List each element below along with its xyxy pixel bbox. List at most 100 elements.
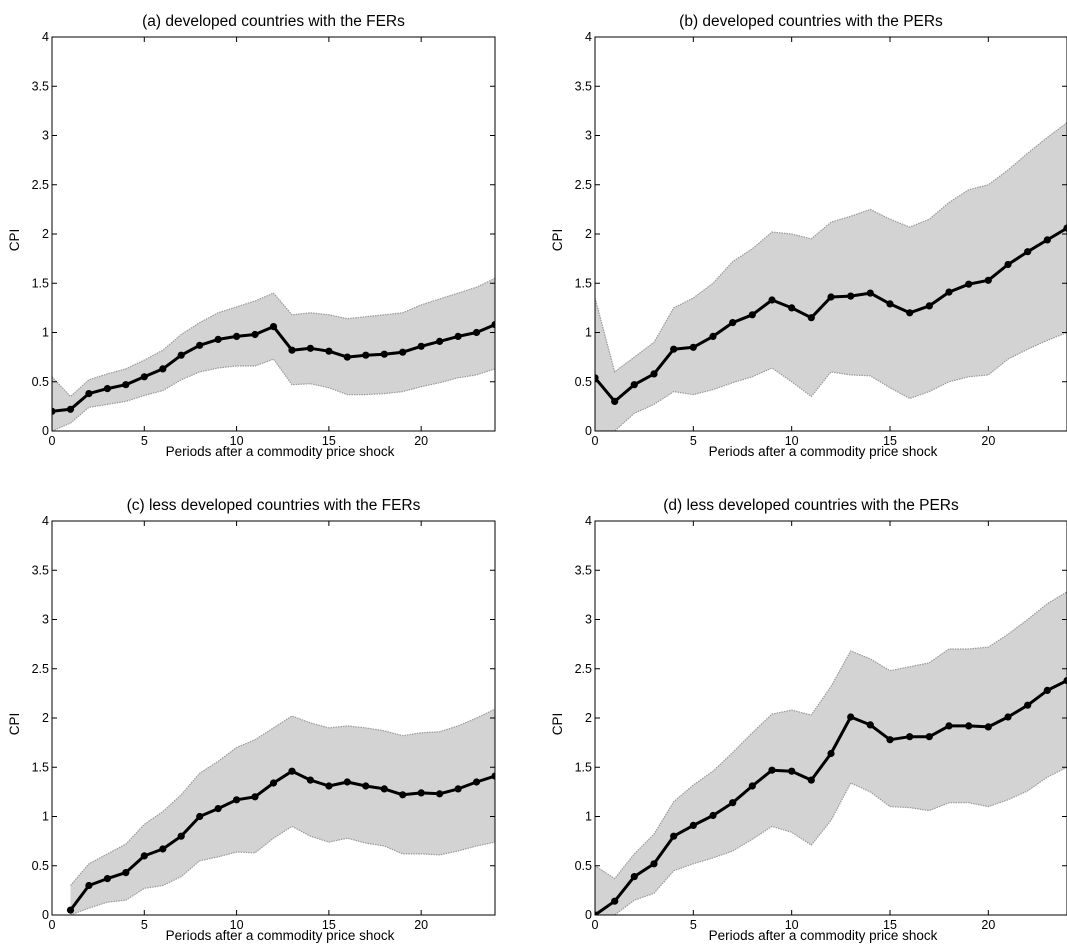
upper-bound-line	[595, 122, 1067, 373]
estimate-point	[491, 772, 495, 780]
estimate-point	[177, 351, 185, 359]
estimate-point	[399, 791, 407, 799]
estimate-point	[325, 347, 333, 355]
estimate-point	[866, 721, 874, 729]
panel-b: (b) developed countries with the PERs Pe…	[550, 13, 1067, 459]
estimate-point	[847, 713, 855, 721]
estimate-point	[177, 832, 185, 840]
estimate-point	[595, 374, 599, 382]
estimate-point	[807, 314, 815, 322]
y-tick-label: 0.5	[575, 859, 592, 873]
estimate-point	[103, 875, 111, 883]
y-tick-label: 0.5	[575, 375, 592, 389]
panel-title: (a) developed countries with the FERs	[142, 13, 405, 30]
estimate-point	[748, 782, 756, 790]
estimate-point	[611, 897, 619, 905]
y-tick-label: 0.5	[32, 375, 49, 389]
upper-bound-line	[595, 591, 1067, 880]
estimate-point	[1043, 236, 1051, 244]
x-tick-label: 0	[49, 918, 56, 932]
y-tick-label: 1	[42, 810, 49, 824]
estimate-point	[689, 821, 697, 830]
estimate-point	[788, 767, 796, 775]
estimate-point	[233, 332, 241, 340]
plot-area	[595, 122, 1067, 431]
estimate-point	[436, 337, 444, 345]
estimate-point	[827, 293, 835, 301]
lower-bound-line	[595, 766, 1067, 915]
y-tick-label: 0.5	[32, 859, 49, 873]
estimate-point	[380, 350, 388, 358]
estimate-point	[380, 785, 388, 793]
panel-title: (d) less developed countries with the PE…	[663, 497, 959, 514]
estimate-point	[965, 722, 973, 730]
upper-bound-line	[70, 708, 495, 886]
estimate-point	[288, 346, 296, 354]
x-tick-label: 20	[981, 918, 995, 932]
estimate-point	[1004, 713, 1012, 721]
y-tick-label: 1.5	[32, 760, 49, 774]
x-axis-label: Periods after a commodity price shock	[709, 444, 938, 459]
estimate-point	[122, 381, 130, 389]
estimate-point	[611, 397, 619, 405]
estimate-point	[984, 276, 992, 284]
confidence-band	[70, 709, 495, 915]
estimate-point	[670, 832, 678, 840]
estimate-point	[906, 733, 914, 741]
x-tick-label: 10	[230, 434, 244, 448]
lower-bound-line	[52, 358, 495, 431]
x-axis-label: Periods after a commodity price shock	[709, 928, 938, 943]
y-tick-label: 3	[42, 613, 49, 627]
y-tick-label: 3	[585, 613, 592, 627]
estimate-point	[196, 812, 204, 821]
estimate-point	[306, 776, 314, 784]
estimate-point	[689, 343, 697, 351]
estimate-point	[945, 288, 953, 296]
estimate-point	[269, 779, 278, 787]
confidence-band	[595, 122, 1067, 431]
estimate-point	[214, 335, 222, 343]
y-tick-label: 0	[42, 424, 49, 438]
estimate-point	[709, 332, 717, 340]
estimate-point	[85, 881, 93, 890]
estimate-point	[906, 309, 914, 317]
y-tick-label: 1.5	[32, 276, 49, 290]
x-tick-label: 0	[592, 918, 599, 932]
lower-bound-line	[595, 331, 1067, 431]
y-tick-label: 3	[42, 129, 49, 143]
estimate-point	[66, 906, 75, 914]
panel-a: (a) developed countries with the FERs Pe…	[7, 13, 496, 459]
estimate-point	[1024, 248, 1032, 256]
estimate-point	[306, 344, 314, 352]
x-tick-label: 5	[141, 918, 148, 932]
y-tick-label: 3.5	[575, 79, 592, 93]
x-tick-label: 0	[49, 434, 56, 448]
x-tick-label: 15	[883, 434, 897, 448]
estimate-point	[122, 869, 130, 877]
x-axis-label: Periods after a commodity price shock	[166, 444, 395, 459]
y-tick-label: 0	[42, 908, 49, 922]
estimate-point	[630, 873, 638, 881]
x-tick-label: 20	[981, 434, 995, 448]
estimate-point	[251, 330, 259, 339]
x-tick-label: 20	[414, 918, 428, 932]
estimate-point	[140, 373, 148, 381]
plot-area	[595, 591, 1067, 915]
estimate-point	[472, 778, 481, 786]
estimate-point	[965, 280, 973, 288]
estimate-point	[729, 319, 737, 327]
estimate-point	[827, 749, 835, 758]
upper-bound-line	[52, 277, 495, 398]
x-tick-label: 10	[785, 434, 799, 448]
estimate-point	[159, 365, 167, 373]
estimate-point	[85, 390, 93, 398]
estimate-point	[1004, 260, 1012, 269]
estimate-point	[251, 793, 259, 801]
panel-d: (d) less developed countries with the PE…	[550, 497, 1067, 943]
estimate-point	[66, 405, 75, 413]
y-tick-label: 2.5	[575, 178, 592, 192]
x-tick-label: 10	[230, 918, 244, 932]
estimate-point	[159, 845, 167, 853]
x-tick-label: 10	[785, 918, 799, 932]
estimate-point	[925, 302, 933, 310]
